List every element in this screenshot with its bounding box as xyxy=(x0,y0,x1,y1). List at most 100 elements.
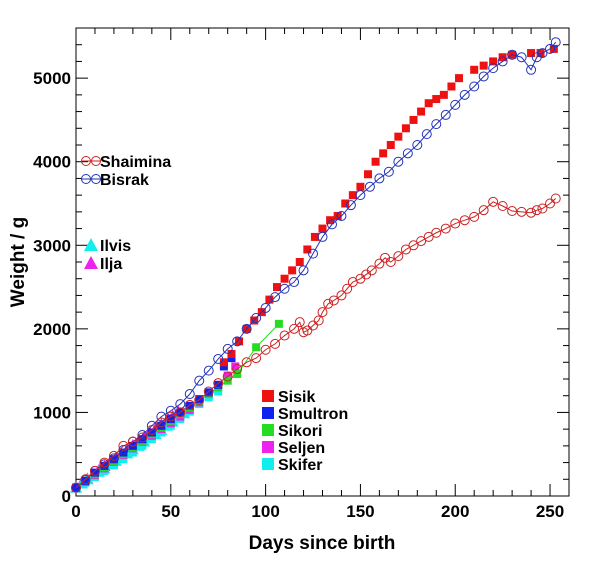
data-point-sikori xyxy=(252,343,261,352)
data-point-shaimina xyxy=(374,258,385,269)
legend-label: Skifer xyxy=(278,457,322,474)
legend-marker xyxy=(262,458,274,470)
data-point-shaimina xyxy=(251,353,262,364)
data-point-shaimina xyxy=(71,482,81,493)
data-point-smultron xyxy=(195,395,204,404)
data-point-shaimina xyxy=(459,215,470,226)
data-point-sisik xyxy=(265,295,274,304)
series-line-shaimina xyxy=(75,198,557,489)
data-point-bisrak xyxy=(469,81,480,92)
data-point-sisik xyxy=(295,258,304,266)
data-point-shaimina xyxy=(108,450,119,461)
data-point-bisrak xyxy=(336,211,347,222)
data-point-sisik xyxy=(401,124,410,133)
data-point-shaimina xyxy=(516,206,527,217)
data-point-bisrak xyxy=(507,49,518,60)
data-point-sisik xyxy=(272,283,281,292)
data-point-shaimina xyxy=(99,457,110,468)
series-bisrak xyxy=(71,37,561,493)
data-point-sisik xyxy=(479,61,488,70)
data-point-bisrak xyxy=(526,64,537,75)
data-point-bisrak xyxy=(488,63,499,74)
data-point-shaimina xyxy=(366,265,377,276)
data-point-skifer xyxy=(138,441,147,450)
data-point-bisrak xyxy=(298,265,309,276)
y-tick-label: 2000 xyxy=(33,320,71,339)
y-tick-label: 1000 xyxy=(33,403,71,422)
data-point-sisik xyxy=(288,266,297,275)
legend-marker xyxy=(262,424,274,436)
data-point-bisrak xyxy=(364,181,375,192)
data-point-smultron xyxy=(119,448,128,457)
data-point-bisrak xyxy=(450,99,461,110)
data-point-sisik xyxy=(227,349,236,358)
data-point-sisik xyxy=(356,182,365,191)
data-point-smultron xyxy=(166,415,175,424)
data-point-sisik xyxy=(333,212,342,221)
data-point-sisik xyxy=(219,358,228,367)
data-point-shaimina xyxy=(342,283,353,294)
data-point-smultron xyxy=(109,455,118,464)
data-point-shaimina xyxy=(308,320,319,331)
data-point-sisik xyxy=(536,49,545,58)
data-point-seljen xyxy=(223,371,232,380)
data-point-shaimina xyxy=(478,205,489,216)
legend-label: Bisrak xyxy=(100,172,149,189)
data-point-shaimina xyxy=(526,207,537,218)
data-point-sisik xyxy=(235,337,244,346)
legend-entry-ilja: Ilja xyxy=(84,256,122,273)
data-point-shaimina xyxy=(302,325,313,336)
data-point-shaimina xyxy=(416,236,427,247)
legend-entry-ilvis: Ilvis xyxy=(84,238,131,255)
x-tick-label: 100 xyxy=(251,502,279,521)
data-point-shaimina xyxy=(294,317,305,328)
y-tick-label: 0 xyxy=(62,487,71,506)
data-point-sisik xyxy=(379,149,388,158)
data-point-bisrak xyxy=(203,365,214,376)
data-point-smultron xyxy=(90,468,99,477)
data-point-bisrak xyxy=(345,200,356,211)
data-point-bisrak xyxy=(393,156,404,167)
x-tick-label: 150 xyxy=(346,502,374,521)
data-point-shaimina xyxy=(393,251,404,262)
data-point-shaimina xyxy=(545,198,556,209)
legend-entry-seljen: Seljen xyxy=(262,440,325,457)
data-point-shaimina xyxy=(241,357,252,368)
data-point-shaimina xyxy=(279,330,290,341)
data-point-shaimina xyxy=(488,196,499,207)
legend-entry-skifer: Skifer xyxy=(262,457,322,474)
data-point-shaimina xyxy=(450,218,461,229)
data-point-shaimina xyxy=(431,227,442,238)
data-point-sisik xyxy=(318,224,327,233)
data-point-shaimina xyxy=(194,394,205,405)
legend-marker xyxy=(84,256,98,269)
x-tick-label: 0 xyxy=(71,502,80,521)
data-point-bisrak xyxy=(213,353,224,364)
data-point-sisik xyxy=(470,65,479,74)
data-point-bisrak xyxy=(279,283,290,294)
data-point-sisik xyxy=(280,274,289,283)
data-point-smultron xyxy=(227,354,236,363)
data-point-bisrak xyxy=(412,140,423,150)
data-point-smultron xyxy=(185,401,194,410)
data-point-shaimina xyxy=(118,440,129,451)
data-point-bisrak xyxy=(317,231,328,242)
axis-ticks: 0 50 100 150 200 250 0 1000 2000 3000 4000 5000 xyxy=(33,27,570,521)
data-point-bisrak xyxy=(537,48,548,59)
series-layer xyxy=(70,37,561,493)
data-point-skifer xyxy=(128,448,137,457)
legend-marker xyxy=(262,407,274,419)
data-point-shaimina xyxy=(408,240,419,251)
data-point-shaimina xyxy=(156,417,167,428)
legend-label: Shaimina xyxy=(100,154,171,171)
x-tick-label: 200 xyxy=(441,502,469,521)
y-axis-label: Weight / g xyxy=(8,217,29,307)
data-point-bisrak xyxy=(108,453,119,464)
data-point-skifer xyxy=(119,455,128,464)
data-point-seljen xyxy=(231,362,240,371)
data-point-sisik xyxy=(303,245,312,254)
data-point-shaimina xyxy=(203,386,214,397)
data-point-shaimina xyxy=(289,323,300,334)
